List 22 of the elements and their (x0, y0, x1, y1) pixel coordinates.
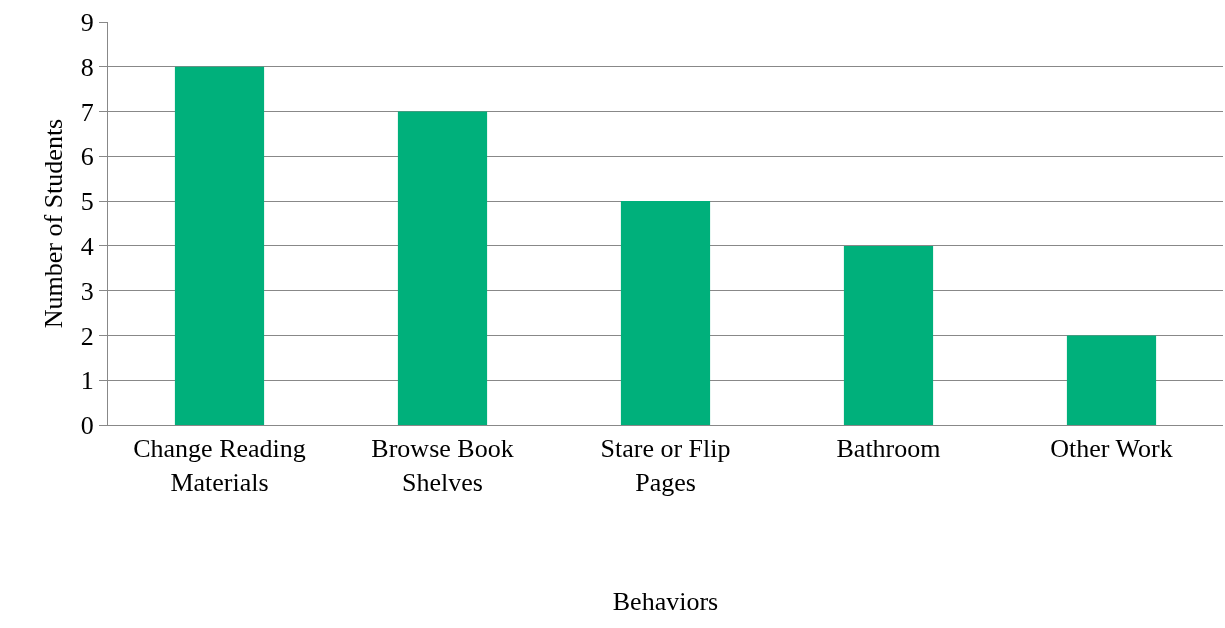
x-axis-title: Behaviors (612, 586, 719, 616)
bar (174, 66, 265, 425)
y-tick-label: 5 (80, 187, 94, 217)
y-tick-label: 6 (80, 142, 94, 172)
y-tick-label: 4 (80, 231, 94, 261)
x-tick-label: Bathroom (836, 434, 941, 464)
y-tick-label: 1 (80, 366, 94, 396)
y-tick-label: 2 (80, 321, 94, 351)
y-tick-label: 7 (80, 97, 94, 127)
y-axis-title: Number of Students (39, 118, 69, 329)
bar (1066, 335, 1157, 425)
x-tick-label: Stare or Flip Pages (600, 434, 731, 497)
x-tick-label: Change Reading Materials (133, 434, 306, 497)
bar (397, 111, 488, 425)
bar (843, 245, 934, 425)
x-tick-label: Other Work (1050, 434, 1173, 464)
y-tick-label: 9 (80, 8, 94, 38)
y-tick-label: 8 (80, 52, 94, 82)
x-tick-label: Browse Book Shelves (371, 434, 514, 497)
y-tick-label: 3 (80, 276, 94, 306)
y-tick-label: 0 (80, 411, 94, 441)
bar (620, 201, 711, 425)
